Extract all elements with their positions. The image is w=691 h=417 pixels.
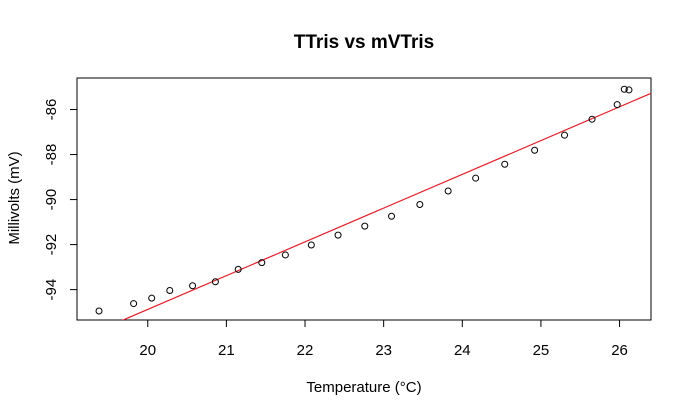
- data-point: [189, 282, 197, 290]
- x-tick-label: 24: [454, 342, 471, 359]
- data-point: [620, 85, 628, 93]
- data-point: [307, 241, 315, 249]
- data-point: [166, 287, 174, 295]
- data-point: [388, 212, 396, 220]
- data-point: [444, 187, 452, 195]
- data-point: [211, 278, 219, 286]
- data-point: [281, 251, 289, 259]
- plot-box: [76, 77, 652, 321]
- data-point: [472, 174, 480, 182]
- data-point: [361, 222, 369, 230]
- points-layer: [95, 85, 633, 315]
- x-tick-label: 22: [297, 342, 314, 359]
- x-tick-label: 20: [139, 342, 156, 359]
- x-tick-label: 25: [533, 342, 550, 359]
- y-axis: -94 -92 -90 -88 -86: [43, 99, 78, 301]
- x-axis-label: Temperature (°C): [306, 379, 421, 396]
- chart-title: TTris vs mVTris: [294, 32, 434, 53]
- y-tick-label: -92: [43, 234, 60, 256]
- data-point: [588, 115, 596, 123]
- data-point: [561, 131, 569, 139]
- y-axis-label: Millivolts (mV): [6, 151, 23, 244]
- y-tick-label: -88: [43, 144, 60, 166]
- fit-line-layer: [121, 92, 651, 320]
- data-point: [148, 294, 156, 302]
- data-point: [625, 86, 633, 94]
- y-tick-label: -94: [43, 279, 60, 301]
- y-tick-label: -86: [43, 99, 60, 121]
- data-point: [334, 231, 342, 239]
- data-point: [258, 259, 266, 267]
- data-point: [95, 307, 103, 315]
- data-point: [613, 101, 621, 109]
- x-tick-label: 26: [611, 342, 628, 359]
- y-tick-label: -90: [43, 189, 60, 211]
- fit-line: [121, 92, 651, 320]
- data-point: [501, 160, 509, 168]
- data-point: [531, 146, 539, 154]
- data-point: [234, 265, 242, 273]
- x-tick-label: 23: [375, 342, 392, 359]
- data-point: [416, 201, 424, 209]
- x-axis: 20 21 22 23 24 25 26: [139, 319, 628, 359]
- x-tick-label: 21: [218, 342, 235, 359]
- data-point: [130, 300, 138, 308]
